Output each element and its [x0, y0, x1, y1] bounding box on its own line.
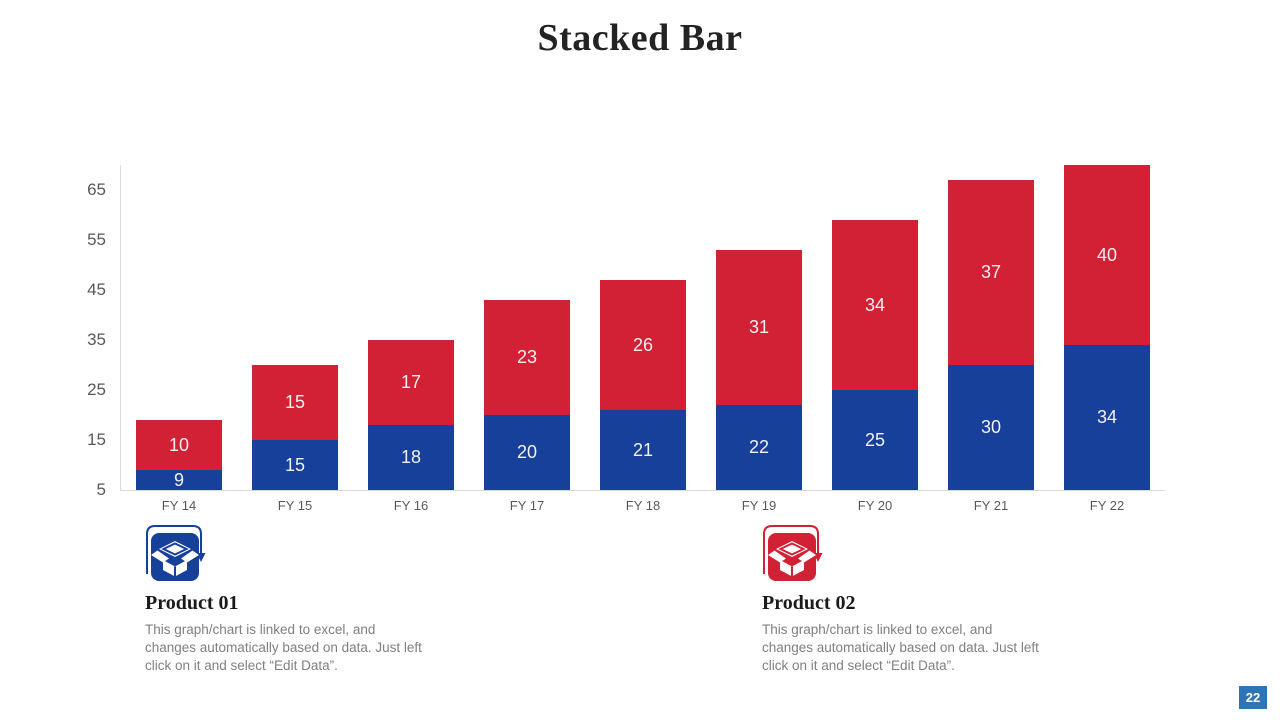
chart-column-fy-14: 10 9 FY 14: [121, 165, 237, 513]
y-axis-tick-label: 5: [96, 480, 106, 499]
stacked-bar[interactable]: 40 34: [1064, 165, 1150, 490]
y-axis-tick-label: 15: [87, 430, 106, 449]
stacked-bar[interactable]: 34 25: [832, 220, 918, 490]
x-axis-tick-label: FY 21: [973, 498, 1009, 513]
plot-area[interactable]: 10 9 FY 14 15 15 FY 15 17 18 FY 16 23 20 FY 17 26 21 F…: [120, 165, 1165, 513]
chart-column-fy-16: 17 18 FY 16: [353, 165, 469, 513]
chart-column-fy-15: 15 15 FY 15: [237, 165, 353, 513]
y-axis-tick-label: 25: [87, 380, 106, 399]
legend-description-product01: This graph/chart is linked to excel, and…: [145, 622, 422, 673]
legend-description-product02: This graph/chart is linked to excel, and…: [762, 622, 1039, 673]
chart-column-fy-22: 40 34 FY 22: [1049, 165, 1165, 513]
y-axis: 5 15 25 35 45 55 65: [56, 165, 106, 499]
chart-column-fy-18: 26 21 FY 18: [585, 165, 701, 513]
x-axis-tick-label: FY 16: [393, 498, 429, 513]
open-box-icon[interactable]: [759, 521, 829, 585]
bar-segment-product02[interactable]: 40: [1064, 165, 1150, 345]
page-number-badge: 22: [1239, 686, 1267, 709]
stacked-bar[interactable]: 17 18: [368, 340, 454, 490]
bar-segment-product01[interactable]: 15: [252, 440, 338, 490]
bar-segment-product01[interactable]: 34: [1064, 345, 1150, 490]
bar-segment-product02[interactable]: 15: [252, 365, 338, 440]
chart-column-fy-21: 37 30 FY 21: [933, 165, 1049, 513]
bar-segment-product02[interactable]: 31: [716, 250, 802, 405]
bar-segment-product01[interactable]: 9: [136, 470, 222, 490]
bar-segment-product02[interactable]: 26: [600, 280, 686, 410]
chart-column-fy-19: 31 22 FY 19: [701, 165, 817, 513]
y-axis-tick-label: 55: [87, 230, 106, 249]
bar-segment-product01[interactable]: 18: [368, 425, 454, 490]
bar-segment-product01[interactable]: 25: [832, 390, 918, 490]
chart-column-fy-20: 34 25 FY 20: [817, 165, 933, 513]
x-axis-tick-label: FY 15: [277, 498, 313, 513]
stacked-bar[interactable]: 31 22: [716, 250, 802, 490]
bar-segment-product02[interactable]: 17: [368, 340, 454, 425]
legend-title-product01: Product 01: [145, 592, 239, 614]
bar-segment-product02[interactable]: 37: [948, 180, 1034, 365]
bar-segment-product02[interactable]: 34: [832, 220, 918, 390]
stacked-bar[interactable]: 15 15: [252, 365, 338, 490]
bar-segment-product02[interactable]: 10: [136, 420, 222, 470]
y-axis-tick-label: 35: [87, 330, 106, 349]
x-axis-tick-label: FY 22: [1089, 498, 1125, 513]
bar-segment-product01[interactable]: 22: [716, 405, 802, 490]
legend-item-product01[interactable]: Product 01 This graph/chart is linked to…: [145, 521, 480, 675]
x-axis-tick-label: FY 19: [741, 498, 777, 513]
bar-segment-product02[interactable]: 23: [484, 300, 570, 415]
open-box-icon[interactable]: [142, 521, 212, 585]
slide-title: Stacked Bar: [537, 17, 743, 59]
stacked-bar[interactable]: 23 20: [484, 300, 570, 490]
bar-segment-product01[interactable]: 21: [600, 410, 686, 490]
x-axis-tick-label: FY 17: [509, 498, 545, 513]
x-axis-tick-label: FY 20: [857, 498, 893, 513]
bar-segment-product01[interactable]: 30: [948, 365, 1034, 490]
bar-segment-product01[interactable]: 20: [484, 415, 570, 490]
y-axis-tick-label: 65: [87, 180, 106, 199]
y-axis-tick-label: 45: [87, 280, 106, 299]
stacked-bar[interactable]: 10 9: [136, 420, 222, 490]
stacked-bar[interactable]: 37 30: [948, 180, 1034, 490]
stacked-bar[interactable]: 26 21: [600, 280, 686, 490]
x-axis-tick-label: FY 18: [625, 498, 661, 513]
legend-title-product02: Product 02: [762, 592, 856, 614]
legend-item-product02[interactable]: Product 02 This graph/chart is linked to…: [762, 521, 1097, 675]
chart-column-fy-17: 23 20 FY 17: [469, 165, 585, 513]
x-axis-tick-label: FY 14: [161, 498, 197, 513]
